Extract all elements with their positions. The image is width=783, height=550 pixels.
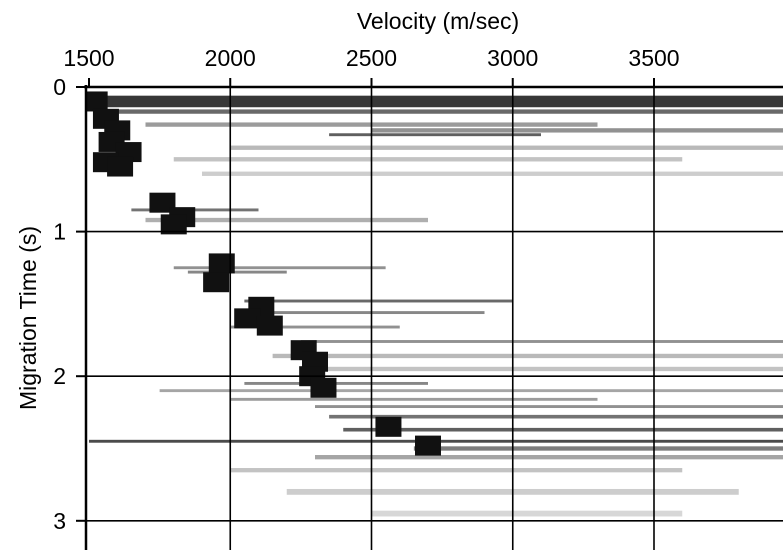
semblance-pick [160, 214, 187, 235]
semblance-streak [329, 133, 541, 137]
semblance-streak [371, 510, 683, 517]
x-tick-label: 3500 [628, 45, 679, 71]
semblance-streak [89, 95, 783, 108]
x-tick-label: 2000 [205, 45, 256, 71]
semblance-streak [159, 389, 783, 393]
semblance-streak [244, 299, 513, 303]
semblance-streak [315, 405, 783, 409]
semblance-streak [315, 455, 783, 460]
semblance-streak [100, 109, 783, 114]
x-tick-labels: 1500 2000 2500 3000 3500 [63, 45, 679, 71]
semblance-streak [173, 266, 386, 270]
plot-area [86, 87, 783, 550]
semblance-streak [230, 397, 598, 401]
semblance-streak [413, 446, 783, 451]
y-axis-label: Migration Time (s) [15, 226, 41, 410]
plot-background [86, 87, 783, 550]
semblance-pick [234, 308, 261, 329]
x-tick-label: 3000 [487, 45, 538, 71]
semblance-streak [371, 128, 783, 133]
semblance-streak [230, 325, 400, 329]
semblance-streak [300, 340, 783, 343]
tick-marks [76, 78, 655, 522]
semblance-pick [203, 272, 230, 293]
y-tick-label: 1 [53, 219, 66, 245]
semblance-streak [329, 414, 783, 419]
semblance-pick [310, 377, 337, 398]
semblance-streak [300, 366, 783, 372]
semblance-pick [107, 156, 134, 177]
semblance-pick [415, 435, 441, 456]
semblance-streak [272, 353, 783, 359]
y-tick-labels: 0 1 2 3 [53, 74, 66, 534]
semblance-pick [86, 91, 108, 112]
axis-frame [84, 85, 783, 550]
semblance-streak [145, 217, 428, 223]
semblance-picks [86, 91, 441, 456]
semblance-pick [375, 416, 402, 437]
semblance-streaks [89, 95, 783, 517]
y-tick-label: 2 [53, 363, 66, 389]
semblance-streak [230, 145, 783, 150]
semblance-pick [208, 253, 235, 274]
semblance-streak [187, 270, 287, 274]
y-tick-label: 3 [53, 508, 66, 534]
semblance-streak [230, 468, 683, 473]
semblance-streak [202, 171, 783, 176]
semblance-streak [343, 427, 783, 432]
semblance-pick [256, 315, 283, 336]
x-tick-label: 1500 [63, 45, 114, 71]
semblance-pick [149, 192, 176, 213]
semblance-streak [173, 157, 683, 162]
x-tick-label: 2500 [346, 45, 397, 71]
x-axis-label: Velocity (m/sec) [357, 8, 519, 34]
grid-lines [86, 87, 783, 550]
y-tick-label: 0 [53, 74, 66, 100]
